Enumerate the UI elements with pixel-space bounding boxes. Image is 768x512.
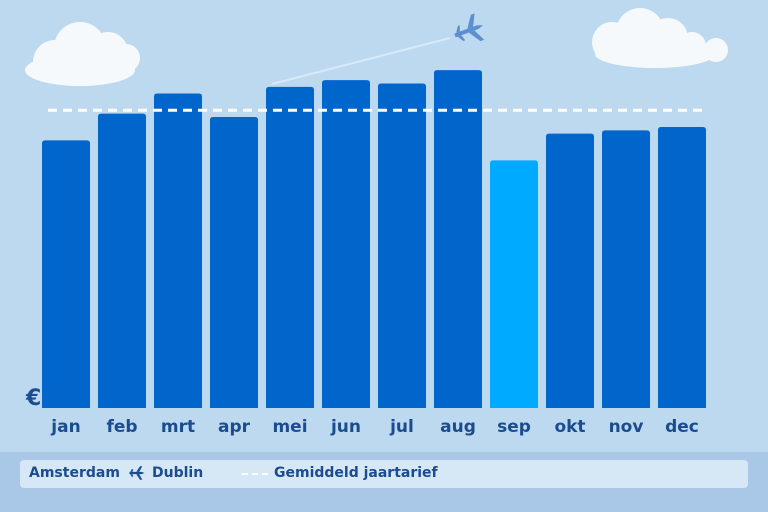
legend: Amsterdam Dublin Gemiddeld jaartarief [20,460,748,488]
x-tick-label: nov [609,417,644,437]
x-axis-ticks: jan feb mrt apr mei jun jul aug sep okt nov dec [50,417,699,437]
legend-average-swatch [242,473,268,475]
x-tick-label: jan [50,417,80,437]
legend-origin: Amsterdam [29,465,120,481]
x-tick-label: apr [218,417,251,437]
x-tick-label: okt [554,417,585,437]
bar-mrt [154,93,202,408]
bar-aug [434,70,482,408]
cloud-left-icon [25,22,140,86]
bar-apr [210,116,258,408]
bar-feb [98,113,146,408]
contrail [271,37,451,85]
y-axis-label: € [25,386,41,411]
bar-chart: jan feb mrt apr mei jun jul aug sep okt nov dec € [25,8,728,437]
legend-destination: Dublin [152,465,204,481]
x-tick-label: mrt [161,417,195,437]
bar-jul [378,83,426,408]
bar-jun [322,80,370,409]
airplane-icon [129,466,145,480]
x-tick-label: feb [106,417,137,437]
airplane-icon [454,13,485,42]
bar-okt [546,133,594,408]
bar-dec [658,126,706,409]
x-tick-label: aug [440,417,476,437]
x-tick-label: mei [272,417,307,437]
legend-average-label: Gemiddeld jaartarief [274,465,438,481]
cloud-right-icon [592,8,728,68]
bar-sep [490,160,538,408]
x-tick-label: dec [665,417,699,437]
bar-nov [602,130,650,408]
bars-group [42,70,706,409]
x-tick-label: jul [389,417,414,437]
x-tick-label: jun [330,417,361,437]
bar-jan [42,140,90,408]
x-tick-label: sep [497,417,531,437]
bar-mei [266,86,314,408]
